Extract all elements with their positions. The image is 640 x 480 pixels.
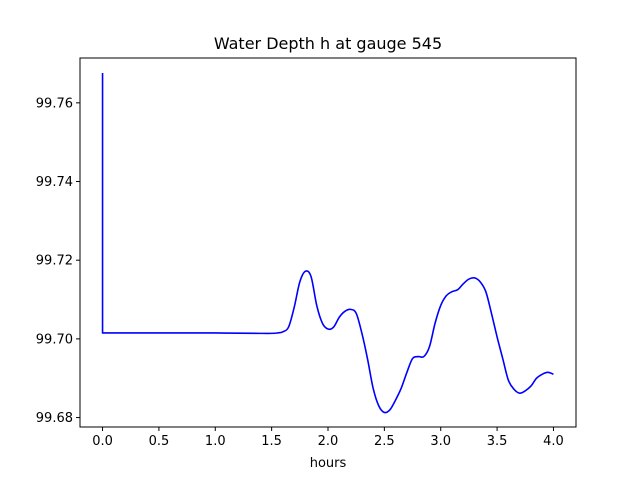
y-tick-label: 99.74 [36, 175, 73, 190]
x-tick-label: 1.5 [261, 434, 282, 449]
x-axis-label: hours [310, 456, 347, 471]
y-tick-label: 99.72 [36, 254, 73, 269]
plot-area-frame [79, 57, 577, 428]
x-tick-label: 2.5 [374, 434, 395, 449]
x-tick-label: 0.0 [92, 434, 113, 449]
x-axis-ticks: 0.0 0.5 1.0 1.5 2.0 2.5 3.0 3.5 4.0 [92, 427, 564, 449]
x-tick-label: 3.5 [487, 434, 508, 449]
series-line [101, 72, 554, 414]
y-axis-ticks: 99.68 99.70 99.72 99.74 99.76 [36, 96, 80, 426]
series-layer [101, 72, 554, 414]
x-tick-label: 3.0 [430, 434, 451, 449]
x-tick-label: 2.0 [318, 434, 339, 449]
y-tick-label: 99.70 [36, 332, 73, 347]
y-tick-label: 99.76 [36, 96, 73, 111]
x-tick-label: 4.0 [543, 434, 564, 449]
x-tick-label: 0.5 [149, 434, 170, 449]
chart-title: Water Depth h at gauge 545 [214, 34, 442, 53]
x-tick-label: 1.0 [205, 434, 226, 449]
y-tick-label: 99.68 [36, 411, 73, 426]
